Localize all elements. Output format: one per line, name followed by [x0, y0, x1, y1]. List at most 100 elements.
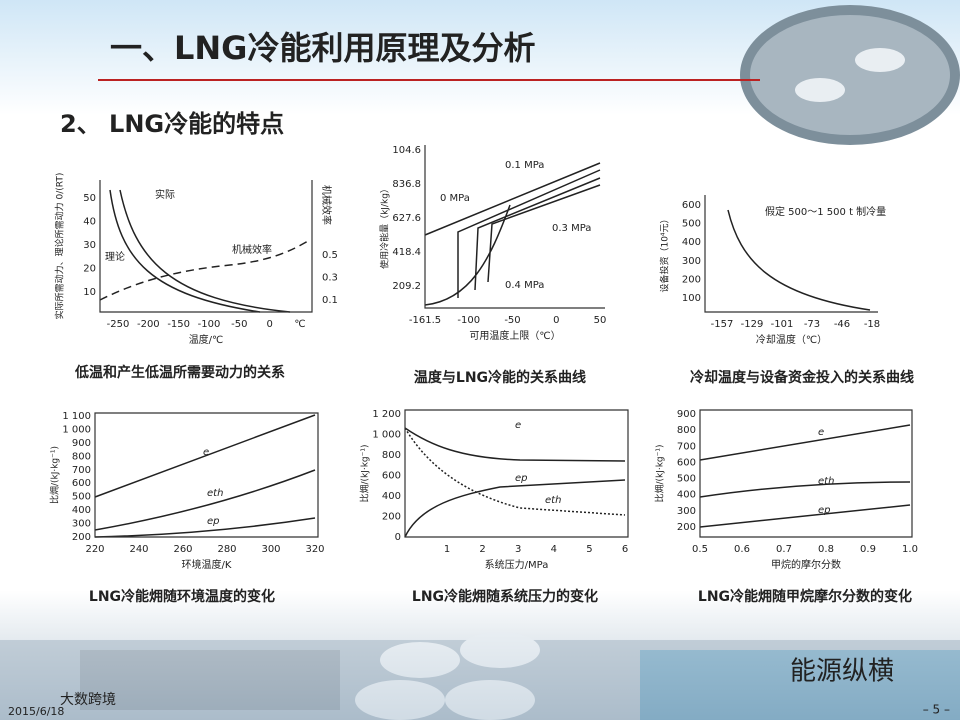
x-axis-label: 甲烷的摩尔分数 — [771, 558, 841, 571]
y-tick-label: 100 — [682, 293, 701, 304]
caption: LNG冷能㶲随甲烷摩尔分数的变化 — [698, 588, 912, 605]
x-tick-label: -50 — [504, 315, 520, 326]
x-tick-label: -150 — [167, 319, 190, 330]
subtitle: 2、 LNG冷能的特点 — [60, 110, 284, 138]
title: 一、LNG冷能利用原理及分析 — [110, 29, 535, 67]
y-tick-label: 200 — [682, 274, 701, 285]
x-tick-label: 4 — [551, 544, 557, 555]
curve-label: 0.4 MPa — [505, 280, 544, 291]
curve-label: e — [515, 420, 521, 431]
x-tick-label: -157 — [711, 319, 734, 330]
y-tick-label: 50 — [83, 193, 96, 204]
caption: LNG冷能㶲随环境温度的变化 — [89, 588, 275, 605]
y-tick-label: 700 — [677, 441, 696, 452]
y-tick-label: 0 — [395, 532, 401, 543]
curves — [94, 162, 911, 538]
y-tick-label: 627.6 — [392, 213, 421, 224]
y-tick-label: 700 — [72, 465, 91, 476]
x-tick-label: 3 — [515, 544, 521, 555]
y-tick-label: 1 000 — [372, 430, 401, 441]
x-axis-label: 冷却温度（℃） — [756, 333, 827, 346]
x-tick-label: 50 — [594, 315, 607, 326]
x-tick-label: -200 — [137, 319, 160, 330]
y-tick-label: 400 — [382, 491, 401, 502]
y-tick-label: 600 — [72, 478, 91, 489]
y-tick-label: 800 — [72, 451, 91, 462]
curve-label: eth — [207, 488, 223, 499]
bottom-scene — [0, 632, 960, 720]
curve-label: 机械效率 — [232, 243, 272, 256]
y-tick-label: 1 000 — [62, 424, 91, 435]
axis — [94, 412, 319, 538]
curve-label: e — [203, 447, 209, 458]
y-tick-label: 800 — [382, 450, 401, 461]
y-tick-label: 1 200 — [372, 409, 401, 420]
x-tick-label: 2 — [479, 544, 485, 555]
x-tick-label: 220 — [85, 544, 104, 555]
y-tick-label: 104.6 — [392, 145, 421, 156]
y-tick-label: 500 — [682, 219, 701, 230]
curve-label: e — [818, 427, 824, 438]
y-axis-label: 设备投资（10⁴元） — [659, 214, 671, 292]
curve-label: 0 MPa — [440, 193, 470, 204]
y-tick-label: 209.2 — [392, 281, 421, 292]
axis — [704, 195, 878, 313]
x-tick-label: 240 — [129, 544, 148, 555]
y-tick-label: 200 — [72, 532, 91, 543]
y-tick-label: 418.4 — [392, 247, 421, 258]
x-tick-label: 0.9 — [860, 544, 876, 555]
x-axis-label: 环境温度/K — [182, 558, 232, 571]
x-axis-label: 系统压力/MPa — [485, 558, 549, 571]
y-axis-label: 使用冷能量（kJ/kg） — [379, 184, 391, 269]
y-tick-label: 500 — [72, 492, 91, 503]
curve-label: 实际 — [155, 188, 175, 201]
footer-logo: 大数跨境 — [60, 692, 116, 708]
x-tick-label: 320 — [305, 544, 324, 555]
caption: 低温和产生低温所需要动力的关系 — [74, 364, 285, 381]
x-tick-label: 0 — [266, 319, 272, 330]
curve-label: eth — [545, 495, 561, 506]
x-tick-label: -129 — [741, 319, 764, 330]
curve-label: eth — [818, 476, 834, 487]
y-tick-label: 400 — [677, 490, 696, 501]
x-tick-label: -100 — [457, 315, 480, 326]
x-tick-label: 280 — [217, 544, 236, 555]
y-axis-label: 比㶲/(kJ·kg⁻¹) — [654, 444, 666, 502]
x-tick-label: 0.5 — [692, 544, 708, 555]
footer-date: 2015/6/18 — [8, 705, 64, 718]
curve-label: 理论 — [105, 250, 125, 263]
y-tick-label: 300 — [677, 506, 696, 517]
x-tick-label: -18 — [864, 319, 880, 330]
x-tick-label: 0.7 — [776, 544, 792, 555]
x-tick-label: -50 — [231, 319, 247, 330]
y-tick-label: 400 — [72, 505, 91, 516]
y-tick-label: 10 — [83, 287, 96, 298]
x-tick-label: -46 — [834, 319, 850, 330]
y-tick-label: 900 — [677, 409, 696, 420]
y-tick-label: 30 — [83, 240, 96, 251]
x-tick-label: -100 — [198, 319, 221, 330]
x-tick-label: 0.6 — [734, 544, 750, 555]
axis — [99, 180, 313, 313]
caption: 冷却温度与设备资金投入的关系曲线 — [690, 369, 914, 386]
top-photo — [740, 5, 960, 145]
y-tick-label: 300 — [682, 256, 701, 267]
x-tick-label: -73 — [804, 319, 820, 330]
x-tick-label: 6 — [622, 544, 628, 555]
x-tick-label: 5 — [586, 544, 592, 555]
y-tick-label: 1 100 — [62, 411, 91, 422]
y-axis-label: 比㶲/(kJ·kg⁻¹) — [359, 444, 371, 502]
y-axis-label: 比㶲/(kJ·kg⁻¹) — [49, 446, 61, 504]
y-tick-label: 20 — [83, 264, 96, 275]
caption: 温度与LNG冷能的关系曲线 — [414, 369, 586, 386]
curve-label: ep — [818, 505, 831, 516]
y-axis-label: 实际所需动力、理论所需动力 0/(RT) — [54, 173, 66, 320]
x-tick-label: ℃ — [294, 319, 305, 330]
caption: LNG冷能㶲随系统压力的变化 — [412, 588, 598, 605]
y-tick-label: 200 — [677, 522, 696, 533]
x-tick-label: 0.8 — [818, 544, 834, 555]
x-axis-label: 可用温度上限（℃） — [469, 329, 560, 342]
y2-axis-label: 机械效率 — [320, 185, 333, 225]
